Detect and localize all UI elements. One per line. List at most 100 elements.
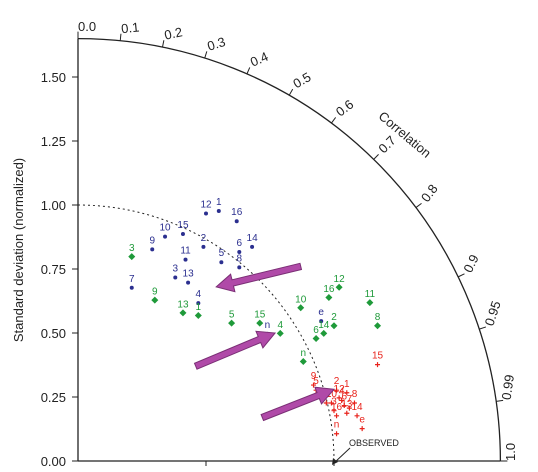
red-point-label: 14 [351,402,363,413]
red-point-label: 5 [313,376,319,387]
green-point-label: 6 [313,325,319,336]
corr-tick-label: 0.8 [418,181,441,204]
red-point-marker [323,400,329,406]
green-point-label: 12 [334,274,346,285]
green-point-marker [325,294,333,302]
green-point-marker [366,299,374,307]
red-point-marker [351,400,357,406]
corr-tick [204,51,208,59]
blue-point-marker [163,234,168,239]
green-point-marker [194,311,202,319]
corr-tick [415,202,422,208]
blue-point-label: 3 [172,264,178,275]
green-point-label: 9 [152,287,158,298]
corr-tick [288,88,294,96]
blue-point-label: e [318,307,324,318]
red-point-label: 4 [339,386,345,397]
green-point-label: 4 [277,320,283,331]
green-point-marker [276,329,284,337]
red-point-marker [331,408,337,414]
red-point-label: n [334,420,340,431]
red-point-label: 7 [347,394,353,405]
green-point-marker [228,319,236,327]
corr-tick [373,153,379,160]
corr-tick-label: 0.6 [333,97,356,120]
red-point-marker [359,426,365,432]
green-point-label: 5 [229,310,235,321]
blue-point-marker [237,249,242,254]
green-point-marker [179,309,187,317]
corr-tick-label: 0.2 [163,24,184,42]
blue-point-marker [150,247,155,252]
green-point-label: 8 [375,312,381,323]
observed-label: OBSERVED [349,438,399,448]
red-point-label: 1 [344,379,350,390]
red-point-marker [334,431,340,437]
blue-point-label: 12 [200,200,212,211]
green-point-label: 11 [365,289,376,300]
green-point-label: 13 [177,299,189,310]
corr-tick-label: 0.99 [499,374,517,401]
red-point-marker [341,403,347,409]
blue-point-label: 1 [216,197,222,208]
blue-point-marker [237,265,242,270]
blue-point-marker [186,280,191,285]
red-point-marker [344,410,350,416]
blue-point-marker [219,260,224,265]
blue-point-marker [129,285,134,290]
red-point-marker [336,395,342,401]
red-point-marker [344,390,350,396]
green-point-label: 3 [129,243,135,254]
blue-point-marker [173,275,178,280]
red-point-marker [311,382,317,388]
red-point-marker [375,362,381,368]
green-point-marker [374,322,382,330]
observed-pointer [333,447,351,464]
red-point-label: e [359,415,365,426]
corr-tick-label: 0.9 [460,252,481,275]
std-axis-group: 0.00 0.25 0.50 0.75 1.00 1.25 1.50 [41,70,335,469]
red-point-label: 12 [334,384,346,395]
blue-point-marker [319,319,324,324]
green-point-label: 16 [323,284,335,295]
arrows-group [193,262,335,422]
green-point-marker [128,253,136,261]
blue-point-label: 8 [236,253,242,264]
blue-point-label: 6 [236,238,242,249]
correlation-axis-group: 0.0 0.1 0.20.30.40.50.60.70.80.90.950.991.… [77,19,518,462]
green-point-label: n [300,348,306,359]
blue-point-label: 10 [159,223,171,234]
observed-arrowhead-icon [332,458,338,465]
red-point-label: 13 [341,399,353,410]
corr-tick [331,117,337,124]
outer-arc-group [77,37,502,462]
corr-tick [246,67,251,75]
red-point-label: 2 [334,376,340,387]
corr-tick [496,399,504,402]
blue-point-label: 9 [149,235,155,246]
y-axis-label: Standard deviation (normalized) [11,158,26,342]
corr-tick [479,326,487,330]
red-point-label: 3 [331,397,337,408]
outer-arc [77,37,502,462]
corr-tick-label: 0.3 [205,34,227,54]
green-point-marker [335,283,343,291]
blue-point-marker [196,301,201,306]
observed-marker: OBSERVED [332,438,399,465]
corr-tick [161,40,165,48]
green-point-marker [330,322,338,330]
corr-tick-label: 0.95 [482,299,504,328]
corr-tick-label: 0.5 [290,69,313,91]
std-tick-label: 0.00 [41,454,66,467]
blue-point-marker [234,219,239,224]
red-point-marker [334,413,340,419]
blue-point-label: 15 [177,220,189,231]
green-point-marker [151,296,159,304]
std-tick-label: 1.50 [41,70,66,85]
red-point-label: 16 [331,402,343,413]
green-point-marker [312,335,320,342]
blue-point-label: n [265,320,271,331]
